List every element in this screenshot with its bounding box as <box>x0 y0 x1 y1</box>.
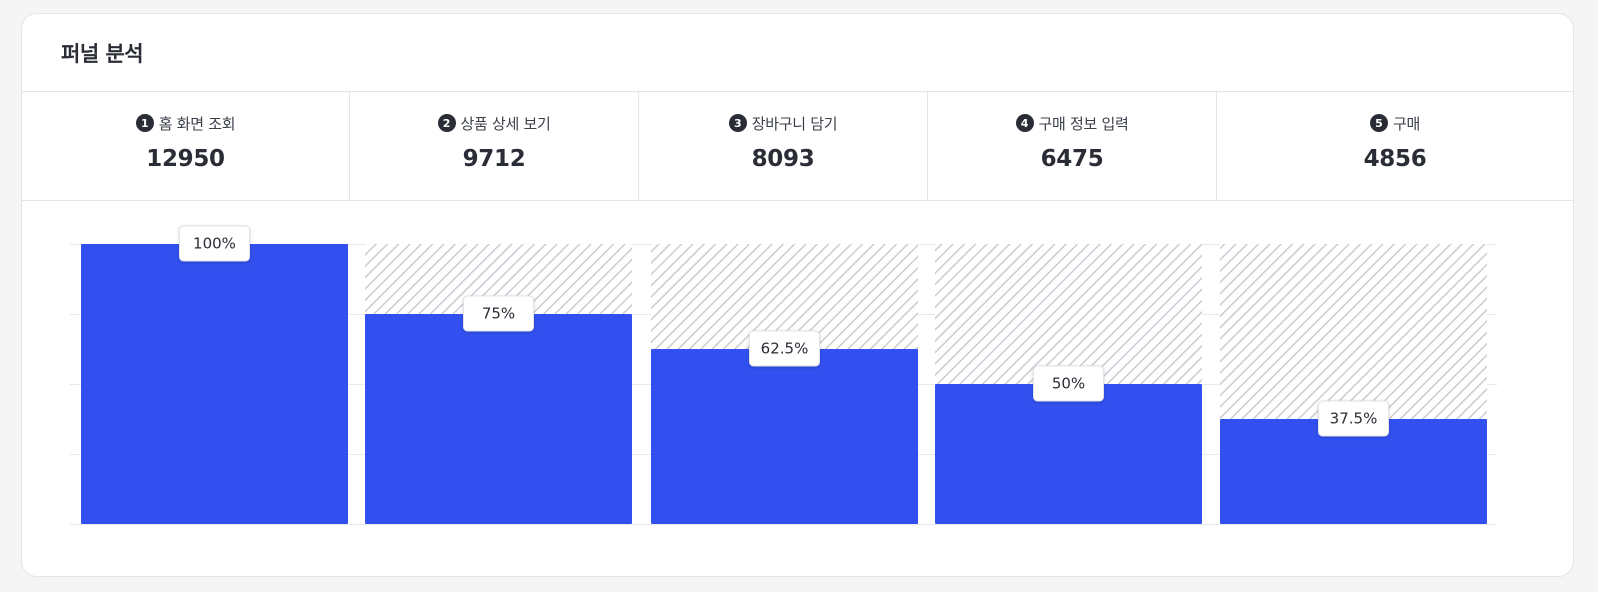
funnel-chart: 100% 75% 62.5% 50% 37.5% <box>22 201 1573 576</box>
value-label-box <box>179 225 250 262</box>
value-label: 37.5% <box>1330 410 1378 428</box>
funnel-bar <box>935 384 1202 524</box>
step-number-badge: 1 <box>135 114 154 132</box>
step-label-row: 5 구매 <box>1369 113 1420 133</box>
funnel-bar <box>651 349 918 524</box>
funnel-step-2: 2 상품 상세 보기 9712 <box>350 92 639 200</box>
funnel-step-4: 4 구매 정보 입력 6475 <box>928 92 1217 200</box>
step-label-row: 4 구매 정보 입력 <box>1015 113 1129 133</box>
step-number-badge: 5 <box>1369 114 1388 132</box>
step-label: 상품 상세 보기 <box>460 114 551 133</box>
funnel-bar-group: 100% <box>81 225 348 524</box>
step-number-badge: 4 <box>1015 114 1034 132</box>
value-label: 62.5% <box>761 340 809 358</box>
value-label: 75% <box>482 305 515 323</box>
step-number-badge: 2 <box>437 114 456 132</box>
funnel-bar <box>81 244 348 524</box>
funnel-bar-group: 75% <box>365 244 632 524</box>
value-label: 50% <box>1052 375 1085 393</box>
value-label-box <box>463 295 534 332</box>
card-header: 퍼널 분석 <box>22 14 1573 92</box>
value-label-box <box>749 330 820 367</box>
funnel-bar <box>365 314 632 524</box>
step-count: 4856 <box>1363 146 1427 172</box>
funnel-bar-group: 37.5% <box>1220 244 1487 524</box>
step-label-row: 1 홈 화면 조회 <box>135 113 236 133</box>
funnel-bar <box>1220 419 1487 524</box>
step-label: 구매 <box>1392 114 1420 133</box>
step-count: 9712 <box>462 146 526 172</box>
step-count: 8093 <box>751 146 815 172</box>
step-label-row: 3 장바구니 담기 <box>728 113 838 133</box>
dropoff-area <box>1220 244 1487 419</box>
step-label: 구매 정보 입력 <box>1038 114 1129 133</box>
funnel-bar-group: 50% <box>935 244 1202 524</box>
funnel-step-5: 5 구매 4856 <box>1217 92 1573 200</box>
card-title: 퍼널 분석 <box>61 41 144 66</box>
value-label-box <box>1033 365 1104 402</box>
dropoff-area <box>935 244 1202 384</box>
value-label-box <box>1318 400 1389 437</box>
funnel-card: 퍼널 분석 1 홈 화면 조회 12950 2 상품 상세 보기 9712 3 … <box>21 13 1574 577</box>
funnel-step-1: 1 홈 화면 조회 12950 <box>22 92 350 200</box>
step-count: 6475 <box>1040 146 1104 172</box>
value-label: 100% <box>193 235 236 253</box>
step-count: 12950 <box>146 146 225 172</box>
step-label-row: 2 상품 상세 보기 <box>437 113 551 133</box>
funnel-step-3: 3 장바구니 담기 8093 <box>639 92 928 200</box>
step-label: 홈 화면 조회 <box>158 114 236 133</box>
funnel-bar-group: 62.5% <box>651 244 918 524</box>
funnel-chart-svg: 100% 75% 62.5% 50% 37.5% <box>70 225 1497 525</box>
funnel-steps-summary: 1 홈 화면 조회 12950 2 상품 상세 보기 9712 3 장바구니 담… <box>22 92 1573 201</box>
step-label: 장바구니 담기 <box>751 114 838 133</box>
step-number-badge: 3 <box>728 114 747 132</box>
